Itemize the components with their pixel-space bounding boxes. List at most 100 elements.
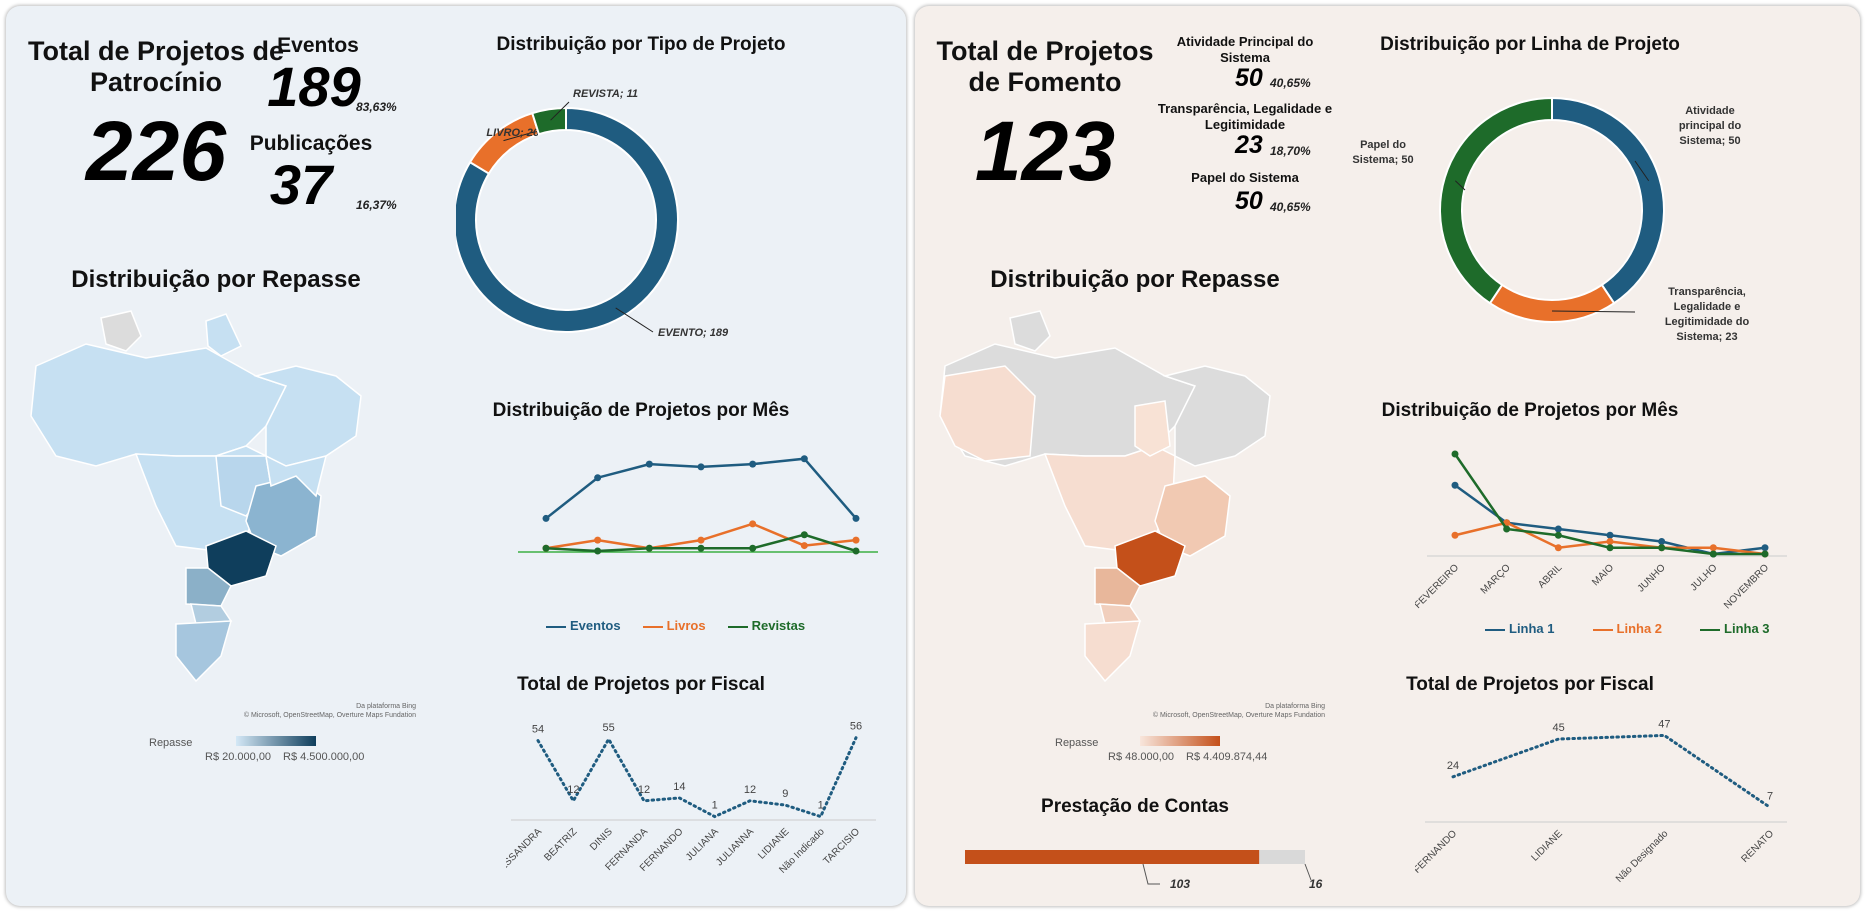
x-tick-label: FERNANDO xyxy=(1415,828,1459,876)
map-region-am xyxy=(939,365,1036,462)
data-label: 55 xyxy=(603,722,615,734)
data-point xyxy=(1451,450,1459,458)
legend-item-revistas: Revistas xyxy=(727,618,806,633)
fiscal-right-line-chart: 24 45 47 7 FERNANDO LIDIANE Não Designado RENAT… xyxy=(1415,718,1787,885)
series-line-total xyxy=(536,736,858,819)
mes-left-chart-title: Distribuição de Projetos por Mês xyxy=(492,400,790,421)
cat1-label: Atividade Principal do Sistema xyxy=(1176,34,1314,65)
patrocinio-panel: Total de Projetos de Patrocínio 226 Even… xyxy=(6,6,906,906)
x-tick-label: ALESSANDRA xyxy=(506,826,544,882)
map-attribution-2: © Microsoft, OpenStreetMap, Overture Map… xyxy=(243,712,416,719)
cat1-value: 50 xyxy=(1235,64,1263,92)
data-point xyxy=(697,536,705,544)
data-point xyxy=(1554,544,1562,552)
cat1-pct: 40,65% xyxy=(1270,76,1311,90)
data-point xyxy=(1554,525,1562,533)
x-tick-label: JULIANA xyxy=(684,826,721,863)
data-point xyxy=(1554,531,1562,539)
x-tick-label: ABRIL xyxy=(1536,562,1565,591)
donut-label: Sistema; 23 xyxy=(1676,331,1737,343)
map-legend-min: R$ 48.000,00 xyxy=(1108,751,1175,763)
donut-slice-atividade-principal-do-sistema-50 xyxy=(1551,96,1665,305)
donut-leader-line xyxy=(550,101,570,121)
legend-swatch xyxy=(642,625,663,628)
map-region-to xyxy=(1134,400,1171,457)
publicacoes-value: 37 xyxy=(269,153,333,216)
data-label: 1 xyxy=(818,800,824,812)
data-point xyxy=(645,460,653,468)
legend-swatch xyxy=(1592,628,1613,631)
legend-label: Revistas xyxy=(751,618,806,633)
data-point xyxy=(1606,544,1614,552)
mes-left-line-chart: JUNHOJULHOAGOSTOSETEMBROOUTUBRONOVEMBROD… xyxy=(518,455,878,555)
eventos-label: Eventos xyxy=(277,34,359,57)
data-label: 54 xyxy=(532,724,544,736)
mes-right-legend: Linha 1 Linha 2 Linha 3 xyxy=(1485,621,1805,636)
map-title-fomento: Distribuição por Repasse xyxy=(990,266,1280,293)
donut-label: principal do xyxy=(1679,120,1742,132)
brazil-map-fomento xyxy=(939,310,1271,683)
data-point xyxy=(1658,544,1666,552)
mes-right-line-chart: FEVEREIRO MARÇO ABRIL MAIO JUNHO JULHO NOVEMBR… xyxy=(1415,450,1787,611)
data-point xyxy=(1761,544,1769,552)
donut-label: Legalidade e xyxy=(1674,301,1741,313)
legend-label: Livros xyxy=(666,618,706,633)
map-region-pr xyxy=(185,567,232,607)
x-tick-label: JULIANNA xyxy=(714,826,756,868)
eventos-value: 189 xyxy=(267,55,361,118)
data-point xyxy=(800,531,808,539)
x-tick-label: TARCISIO xyxy=(821,826,862,867)
map-legend-label: Repasse xyxy=(1055,737,1099,749)
legend-item-linha-3: Linha 3 xyxy=(1700,621,1770,636)
cat2-pct: 18,70% xyxy=(1270,144,1311,158)
prestacao-bar-chart: 103 16 xyxy=(965,850,1323,891)
x-tick-label: LIDIANE xyxy=(756,826,792,862)
cat3-label: Papel do Sistema xyxy=(1191,170,1299,185)
legend-label: Linha 2 xyxy=(1616,621,1663,636)
x-tick-label: BEATRIZ xyxy=(542,826,579,863)
data-label: 12 xyxy=(744,784,756,796)
map-attribution-2: © Microsoft, OpenStreetMap, Overture Map… xyxy=(1152,712,1325,719)
cat2-label: Transparência, Legalidade e Legitimidade xyxy=(1157,101,1333,132)
data-point xyxy=(1606,531,1614,539)
data-point xyxy=(594,474,602,482)
x-tick-label: LIDIANE xyxy=(1529,828,1565,864)
eventos-pct: 83,63% xyxy=(356,100,397,114)
data-point xyxy=(542,544,550,552)
series-line-total xyxy=(1451,733,1772,809)
legend-label: Linha 3 xyxy=(1724,621,1770,636)
map-legend-max: R$ 4.500.000,00 xyxy=(283,751,365,763)
legend-item-linha-1: Linha 1 xyxy=(1485,621,1555,636)
legend-swatch xyxy=(727,625,748,628)
data-label: 24 xyxy=(1447,760,1459,772)
x-tick-label: MAIO xyxy=(1590,562,1616,588)
data-point xyxy=(749,544,757,552)
data-point xyxy=(749,460,757,468)
data-point xyxy=(1451,481,1459,489)
data-point xyxy=(1658,538,1666,545)
data-point xyxy=(800,455,808,463)
data-point xyxy=(852,536,860,544)
data-label: 12 xyxy=(567,784,579,796)
publicacoes-label: Publicações xyxy=(249,132,373,155)
linha-donut-chart: Atividade principal do Sistema; 50 Transpar… xyxy=(1352,96,1749,343)
x-tick-label: Não Designado xyxy=(1614,828,1671,885)
donut-leader-line xyxy=(503,131,535,142)
map-legend-min: R$ 20.000,00 xyxy=(205,751,272,763)
bar-segment-1 xyxy=(1259,850,1305,864)
map-region-rs xyxy=(1084,620,1142,683)
legend-item-eventos: Eventos xyxy=(546,618,621,633)
data-label: 9 xyxy=(782,788,788,800)
bar-segment-0 xyxy=(965,850,1260,864)
x-tick-label: NOVEMBRO xyxy=(1722,562,1771,611)
donut-leader-line xyxy=(1551,310,1636,313)
data-point xyxy=(852,514,860,522)
map-region-pr xyxy=(1094,567,1141,607)
tipo-chart-title: Distribuição por Tipo de Projeto xyxy=(496,34,786,55)
total-fomento-value: 123 xyxy=(974,104,1116,198)
donut-label: Atividade xyxy=(1685,105,1735,117)
legend-label: Eventos xyxy=(570,618,621,633)
publicacoes-pct: 16,37% xyxy=(356,198,397,212)
donut-label: Sistema; 50 xyxy=(1352,154,1413,166)
donut-label: EVENTO; 189 xyxy=(658,327,729,339)
